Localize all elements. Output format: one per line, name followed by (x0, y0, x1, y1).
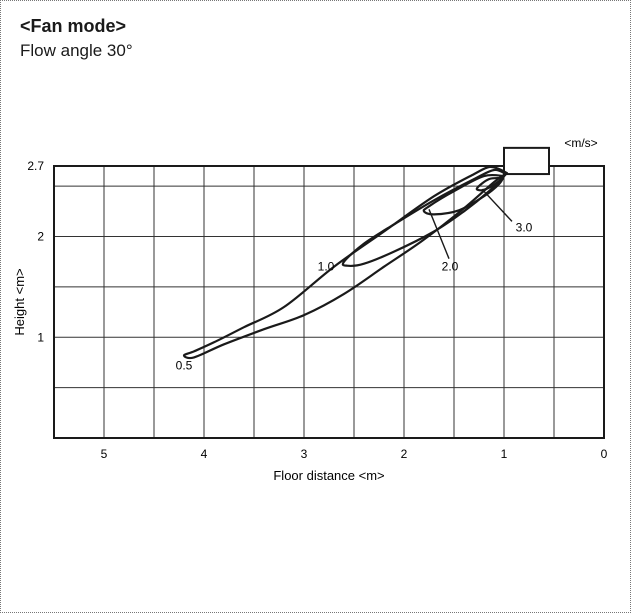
unit-label: <m/s> (564, 136, 597, 150)
series-line (422, 173, 506, 216)
chart-title: <Fan mode> (20, 16, 127, 36)
x-tick-label: 5 (101, 447, 108, 461)
series-line (182, 165, 509, 360)
series-leader-line (428, 209, 450, 259)
series-leader-line (481, 188, 513, 222)
plot-area (53, 165, 605, 439)
y-tick-label: 2.7 (27, 159, 44, 173)
x-tick-label: 0 (601, 447, 608, 461)
y-tick-label: 1 (37, 330, 44, 344)
series-line (341, 168, 508, 267)
series-line (475, 176, 505, 192)
grid-lines (54, 166, 604, 438)
x-tick-label: 1 (501, 447, 508, 461)
series-label: 0.5 (176, 358, 193, 372)
x-tick-label: 2 (401, 447, 408, 461)
chart-subtitle: Flow angle 30° (20, 41, 133, 60)
series-group: 0.5 1.0 2.0 3.0 (176, 165, 533, 372)
x-tick-label: 3 (301, 447, 308, 461)
indoor-unit-outlet (503, 146, 550, 176)
y-tick-label: 2 (37, 230, 44, 244)
x-tick-label: 4 (201, 447, 208, 461)
x-axis-label: Floor distance <m> (273, 468, 384, 483)
series-label: 1.0 (318, 260, 335, 274)
series-label: 2.0 (442, 260, 459, 274)
y-axis-label: Height <m> (12, 268, 27, 335)
series-label: 3.0 (516, 220, 533, 234)
axis-labels: <m/s> Floor distance <m> Height <m> 5 4 3 2… (12, 136, 608, 483)
